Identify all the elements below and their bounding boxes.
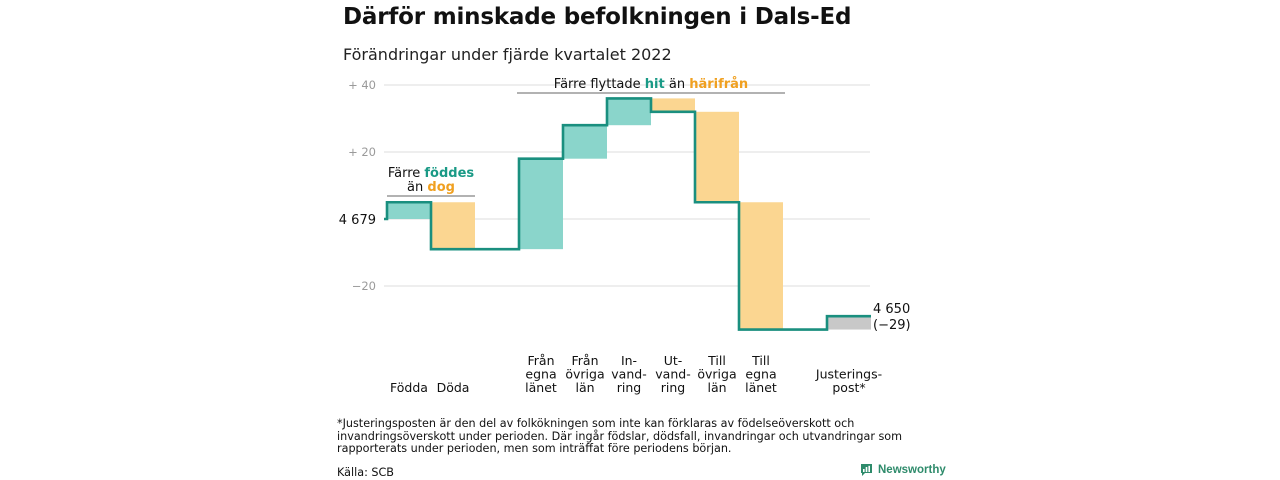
step-bar <box>519 158 563 250</box>
y-tick-label: + 40 <box>348 78 376 92</box>
category-label: län <box>575 380 594 395</box>
y-tick-label: + 20 <box>348 145 376 159</box>
category-label: Från <box>571 353 598 368</box>
brand-name: Newsworthy <box>878 464 946 476</box>
step-bar <box>739 202 783 330</box>
category-label: Justerings- <box>815 367 882 382</box>
category-label: egna <box>745 367 776 382</box>
step-bar <box>563 125 607 159</box>
annotation-migration: Färre flyttade hit än härifrån <box>554 77 748 92</box>
annotation-births-line1: Färre föddes <box>388 166 475 181</box>
end-change-label: (−29) <box>873 318 911 333</box>
newsworthy-logo-icon <box>861 464 872 476</box>
source-label: Källa: SCB <box>337 466 394 479</box>
category-label: Till <box>707 353 726 368</box>
step-bar <box>431 202 475 250</box>
category-label: Ut- <box>664 353 683 368</box>
category-label: ring <box>617 380 641 395</box>
category-label: vand- <box>611 367 646 382</box>
footnote: *Justeringsposten är den del av folkökni… <box>337 417 903 455</box>
end-value-label: 4 650 <box>873 302 910 317</box>
category-label: ring <box>661 380 685 395</box>
category-label: länet <box>525 380 557 395</box>
chart-subtitle: Förändringar under fjärde kvartalet 2022 <box>343 45 672 64</box>
step-bar <box>651 98 695 112</box>
category-label: Födda <box>390 380 428 395</box>
category-label: post* <box>832 380 865 395</box>
chart-title: Därför minskade befolkningen i Dals-Ed <box>343 4 852 30</box>
category-label: Döda <box>437 380 470 395</box>
category-label: Från <box>527 353 554 368</box>
category-label: län <box>707 380 726 395</box>
category-label: Till <box>751 353 770 368</box>
step-bar <box>695 111 739 203</box>
category-label: länet <box>745 380 777 395</box>
y-tick-label: −20 <box>352 279 376 293</box>
category-label: In- <box>621 353 637 368</box>
category-label: vand- <box>655 367 690 382</box>
category-label: egna <box>525 367 556 382</box>
waterfall-line <box>384 97 871 331</box>
category-label: övriga <box>565 367 604 382</box>
step-bar <box>827 316 871 330</box>
start-value-label: 4 679 <box>339 213 376 228</box>
brand-logo: Newsworthy <box>860 463 946 477</box>
annotation-births-line2: än dog <box>407 180 455 195</box>
step-bar <box>387 202 431 219</box>
step-bar <box>607 98 651 126</box>
category-label: övriga <box>697 367 736 382</box>
